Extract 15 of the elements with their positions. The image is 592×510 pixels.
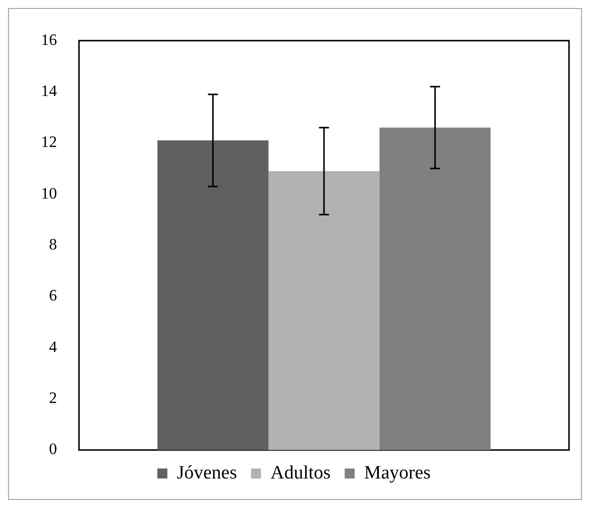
y-tick-label: 6 [49, 288, 57, 305]
y-tick-label: 16 [41, 32, 57, 49]
legend-label: Adultos [270, 462, 331, 484]
y-tick-label: 10 [41, 185, 57, 202]
bar [157, 140, 268, 450]
y-tick-label: 4 [49, 338, 57, 356]
bar [268, 171, 380, 450]
y-tick-label: 14 [41, 82, 57, 100]
y-tick-label: 2 [49, 390, 57, 408]
y-tick-label: 0 [49, 441, 57, 458]
bar [380, 128, 491, 450]
legend-label: Jóvenes [176, 462, 237, 484]
y-tick-label: 8 [49, 236, 57, 254]
legend-label: Mayores [364, 462, 431, 484]
y-tick-label: 12 [41, 134, 57, 152]
